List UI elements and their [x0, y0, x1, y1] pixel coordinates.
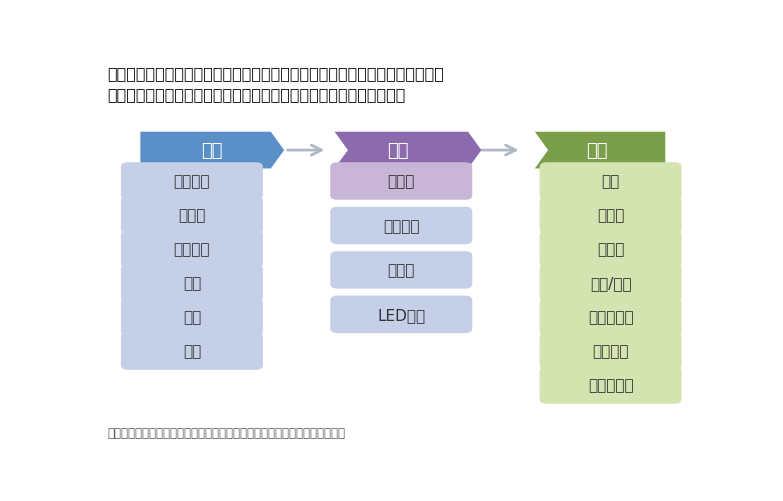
Text: 聚酯切片: 聚酯切片 [174, 174, 210, 189]
FancyBboxPatch shape [330, 163, 472, 200]
Text: 太阳能光伏: 太阳能光伏 [588, 310, 633, 325]
Text: 笔记本: 笔记本 [597, 242, 624, 257]
Text: 反射膜: 反射膜 [388, 174, 415, 189]
Text: 光学基膜: 光学基膜 [383, 218, 420, 233]
Text: 半导体照明: 半导体照明 [588, 378, 633, 393]
Text: 车载工控: 车载工控 [593, 344, 629, 359]
Text: 聚丙烯: 聚丙烯 [179, 208, 206, 223]
Polygon shape [334, 132, 482, 169]
Polygon shape [140, 132, 284, 169]
Text: LED光源: LED光源 [377, 307, 425, 322]
Text: 聚碳酸酯: 聚碳酸酯 [174, 242, 210, 257]
FancyBboxPatch shape [539, 367, 682, 404]
Text: 下游: 下游 [586, 142, 608, 160]
FancyBboxPatch shape [539, 333, 682, 370]
FancyBboxPatch shape [330, 207, 472, 244]
FancyBboxPatch shape [121, 299, 263, 336]
FancyBboxPatch shape [539, 197, 682, 234]
FancyBboxPatch shape [121, 197, 263, 234]
FancyBboxPatch shape [330, 252, 472, 289]
FancyBboxPatch shape [330, 296, 472, 334]
FancyBboxPatch shape [539, 163, 682, 200]
FancyBboxPatch shape [121, 231, 263, 268]
Polygon shape [535, 132, 666, 169]
Text: 上游: 上游 [201, 142, 223, 160]
Text: 平板/手机: 平板/手机 [590, 276, 631, 291]
Text: 电视: 电视 [601, 174, 620, 189]
FancyBboxPatch shape [539, 231, 682, 268]
Text: 基膜一起构成产业链中游，下游是液晶显示、半导体照明等应用领域。: 基膜一起构成产业链中游，下游是液晶显示、半导体照明等应用领域。 [107, 87, 406, 102]
Text: 树脂: 树脂 [182, 310, 201, 325]
FancyBboxPatch shape [121, 265, 263, 302]
Text: 母粒: 母粒 [182, 276, 201, 291]
Text: 中游: 中游 [388, 142, 409, 160]
FancyBboxPatch shape [539, 265, 682, 302]
Text: 助剂: 助剂 [182, 344, 201, 359]
Text: 反射膜处于背光模组产业链的中游。其上游是聚酯、树脂碱等原材料，其与光学: 反射膜处于背光模组产业链的中游。其上游是聚酯、树脂碱等原材料，其与光学 [107, 66, 444, 81]
Text: 显示器: 显示器 [597, 208, 624, 223]
FancyBboxPatch shape [121, 163, 263, 200]
Text: 导光板: 导光板 [388, 263, 415, 278]
Text: 资料来源：宁波长阳科技股份有限公司招股说明书、国盛证券、中信建投证券: 资料来源：宁波长阳科技股份有限公司招股说明书、国盛证券、中信建投证券 [107, 426, 345, 439]
FancyBboxPatch shape [121, 333, 263, 370]
FancyBboxPatch shape [539, 299, 682, 336]
